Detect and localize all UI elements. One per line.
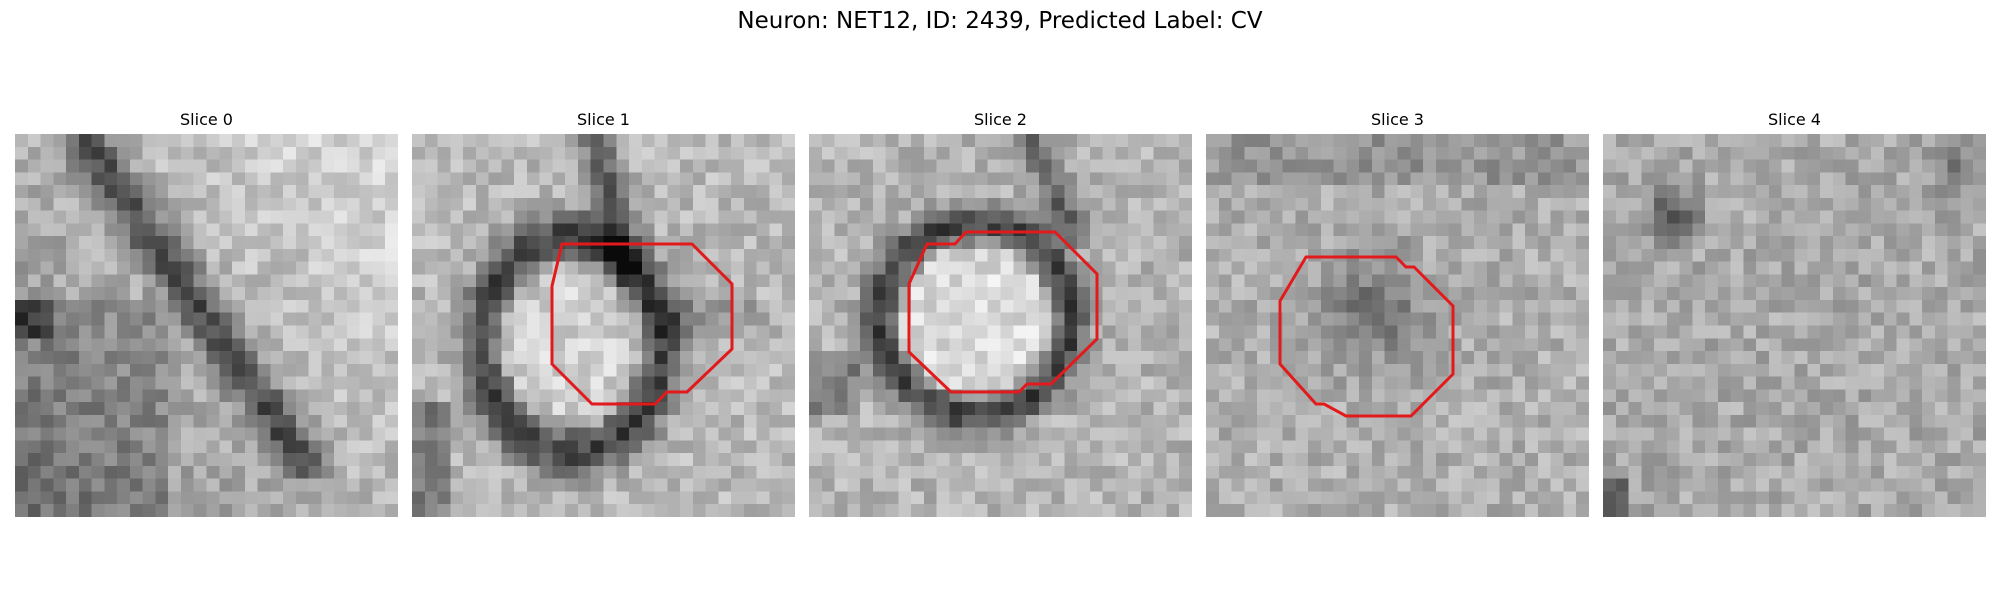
slice-1-outline — [550, 242, 734, 406]
slice-0-image — [15, 134, 398, 517]
slice-0-pixels — [15, 134, 398, 517]
slice-3-image — [1206, 134, 1589, 517]
slice-1-title: Slice 1 — [577, 110, 630, 129]
slice-4-pixels — [1603, 134, 1986, 517]
roi-outline — [1278, 255, 1455, 418]
slice-3-outline — [1278, 255, 1455, 418]
slice-4-title: Slice 4 — [1768, 110, 1821, 129]
slice-4-image — [1603, 134, 1986, 517]
slice-3-pixels — [1206, 134, 1589, 517]
figure-title: Neuron: NET12, ID: 2439, Predicted Label… — [737, 8, 1263, 34]
slice-2-image — [809, 134, 1192, 517]
roi-outline — [907, 230, 1099, 394]
slice-3-title: Slice 3 — [1371, 110, 1424, 129]
roi-outline — [550, 242, 734, 406]
slice-2-title: Slice 2 — [974, 110, 1027, 129]
slice-2-outline — [907, 230, 1099, 394]
slice-2-pixels — [809, 134, 1192, 517]
slice-0-title: Slice 0 — [180, 110, 233, 129]
slice-1-image — [412, 134, 795, 517]
